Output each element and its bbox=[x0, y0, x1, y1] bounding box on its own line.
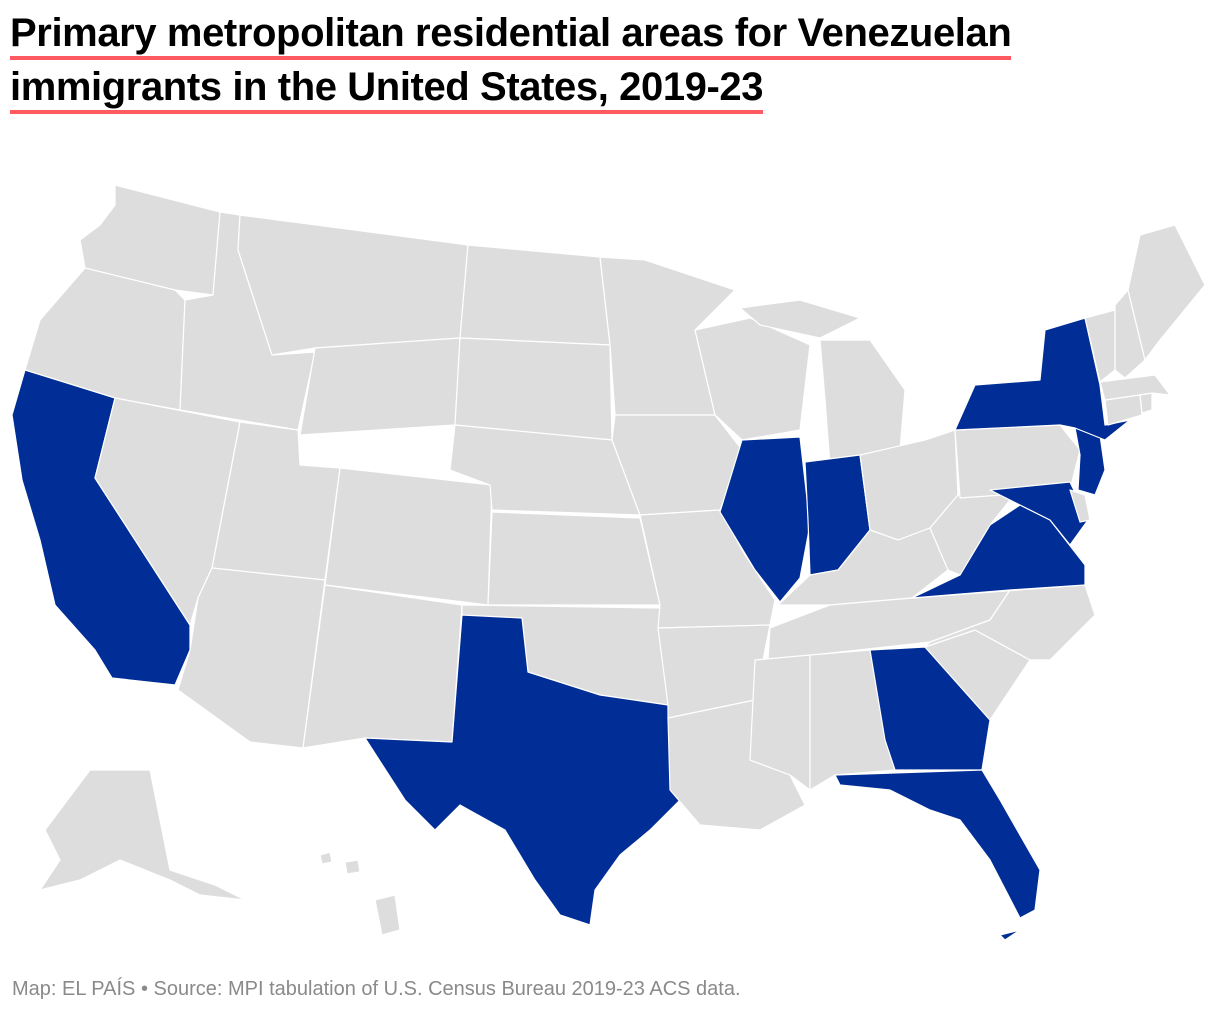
state-mississippi bbox=[749, 654, 811, 791]
us-map bbox=[0, 170, 1220, 950]
state-massachusetts bbox=[1099, 374, 1171, 401]
state-delaware bbox=[1069, 489, 1091, 523]
state-maryland bbox=[989, 481, 1089, 546]
state-kansas bbox=[487, 511, 661, 606]
state-maine bbox=[1127, 224, 1206, 361]
state-montana bbox=[237, 214, 469, 356]
us-map-svg bbox=[11, 184, 1206, 941]
state-north-dakota bbox=[459, 244, 611, 346]
state-alaska bbox=[39, 769, 246, 901]
chart-title: Primary metropolitan residential areas f… bbox=[10, 10, 1200, 118]
state-hawaii bbox=[319, 851, 401, 936]
footer: Map: EL PAÍS • Source: MPI tabulation of… bbox=[12, 978, 741, 1001]
footer-credit: Map: EL PAÍS bbox=[12, 978, 136, 1000]
footer-source: Source: MPI tabulation of U.S. Census Bu… bbox=[153, 978, 741, 1000]
title-line-2: immigrants in the United States, 2019-23 bbox=[10, 64, 764, 114]
state-rhode-island bbox=[1139, 392, 1153, 414]
state-texas bbox=[364, 614, 681, 926]
state-florida bbox=[834, 769, 1041, 941]
state-new-mexico bbox=[302, 584, 463, 749]
state-new-hampshire bbox=[1114, 289, 1146, 379]
state-alabama bbox=[809, 649, 896, 791]
state-north-carolina bbox=[911, 584, 1096, 661]
footer-separator: • bbox=[135, 978, 154, 1000]
title-line-1: Primary metropolitan residential areas f… bbox=[10, 10, 1012, 60]
state-arizona bbox=[177, 567, 326, 749]
state-south-dakota bbox=[454, 337, 613, 441]
state-colorado bbox=[324, 467, 493, 606]
state-wisconsin bbox=[694, 317, 811, 441]
state-illinois bbox=[719, 436, 811, 603]
state-wyoming bbox=[299, 337, 461, 436]
